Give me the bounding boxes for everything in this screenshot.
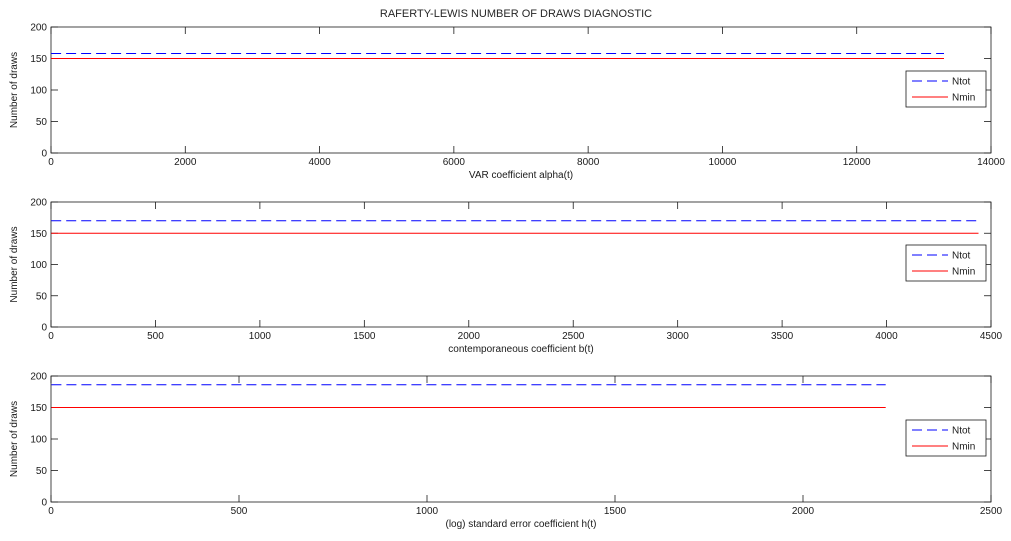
y-tick-label: 0	[41, 323, 47, 334]
legend: Ntot Nmin	[905, 419, 987, 457]
y-tick-label: 200	[30, 198, 47, 209]
plot-area	[50, 26, 992, 154]
x-tick-label: 500	[231, 506, 248, 517]
legend-label-nmin: Nmin	[952, 442, 975, 453]
x-tick-label: 6000	[443, 157, 466, 168]
x-tick-label: 2000	[792, 506, 815, 517]
y-tick-label: 100	[30, 435, 47, 446]
legend-box	[905, 244, 987, 282]
legend-label-ntot: Ntot	[952, 426, 971, 437]
y-tick-label: 0	[41, 149, 47, 160]
y-tick-label: 100	[30, 86, 47, 97]
x-tick-label: 10000	[709, 157, 737, 168]
legend: Ntot Nmin	[905, 70, 987, 108]
x-tick-label: 2500	[980, 506, 1003, 517]
y-tick-label: 150	[30, 229, 47, 240]
y-axis-label: Number of draws	[9, 401, 20, 477]
x-tick-label: 1500	[604, 506, 627, 517]
x-axis-label: VAR coefficient alpha(t)	[469, 170, 573, 181]
x-tick-label: 14000	[977, 157, 1005, 168]
y-tick-label: 200	[30, 23, 47, 34]
y-axis-label: Number of draws	[9, 226, 20, 302]
x-tick-label: 2500	[562, 331, 585, 342]
legend-label-ntot: Ntot	[952, 251, 971, 262]
legend-label-ntot: Ntot	[952, 77, 971, 88]
x-axis-label: (log) standard error coefficient h(t)	[446, 519, 597, 530]
subplot-3: 0 500 1000 1500 2000 2500 0 50 100 150 200 (log) st…	[9, 372, 1003, 531]
x-tick-label: 4500	[980, 331, 1003, 342]
legend-box	[905, 70, 987, 108]
y-tick-label: 50	[36, 117, 48, 128]
x-tick-label: 8000	[577, 157, 600, 168]
y-tick-label: 200	[30, 372, 47, 383]
x-axis-label: contemporaneous coefficient b(t)	[448, 344, 593, 355]
x-tick-label: 2000	[174, 157, 197, 168]
x-tick-label: 1000	[416, 506, 439, 517]
x-tick-label: 12000	[843, 157, 871, 168]
x-tick-label: 1000	[249, 331, 272, 342]
legend: Ntot Nmin	[905, 244, 987, 282]
x-tick-label: 4000	[875, 331, 898, 342]
y-tick-label: 50	[36, 291, 48, 302]
y-axis-label: Number of draws	[9, 52, 20, 128]
legend-label-nmin: Nmin	[952, 93, 975, 104]
y-tick-label: 150	[30, 403, 47, 414]
x-tick-label: 0	[48, 506, 54, 517]
legend-box	[905, 419, 987, 457]
x-tick-label: 500	[147, 331, 164, 342]
x-tick-label: 3000	[667, 331, 690, 342]
plot-area	[50, 201, 992, 328]
x-tick-label: 1500	[353, 331, 376, 342]
figure-title: RAFERTY-LEWIS NUMBER OF DRAWS DIAGNOSTIC	[380, 8, 652, 20]
y-tick-label: 50	[36, 466, 48, 477]
subplot-container: 0 2000 4000 6000 8000 10000 12000 1400005010015…	[9, 23, 1005, 531]
plot-area	[50, 375, 992, 503]
x-tick-label: 2000	[458, 331, 481, 342]
legend-label-nmin: Nmin	[952, 267, 975, 278]
subplot-1: 0 2000 4000 6000 8000 10000 12000 14000 0 50 100 15…	[9, 23, 1005, 182]
x-tick-label: 4000	[308, 157, 331, 168]
x-tick-label: 0	[48, 157, 54, 168]
y-tick-label: 0	[41, 498, 47, 509]
y-tick-label: 150	[30, 54, 47, 65]
x-tick-label: 3500	[771, 331, 794, 342]
x-tick-label: 0	[48, 331, 54, 342]
y-tick-label: 100	[30, 260, 47, 271]
subplot-2: 0 500 1000 1500 2000 2500 3000 3500 4000 4500 0 50 1…	[9, 198, 1003, 356]
